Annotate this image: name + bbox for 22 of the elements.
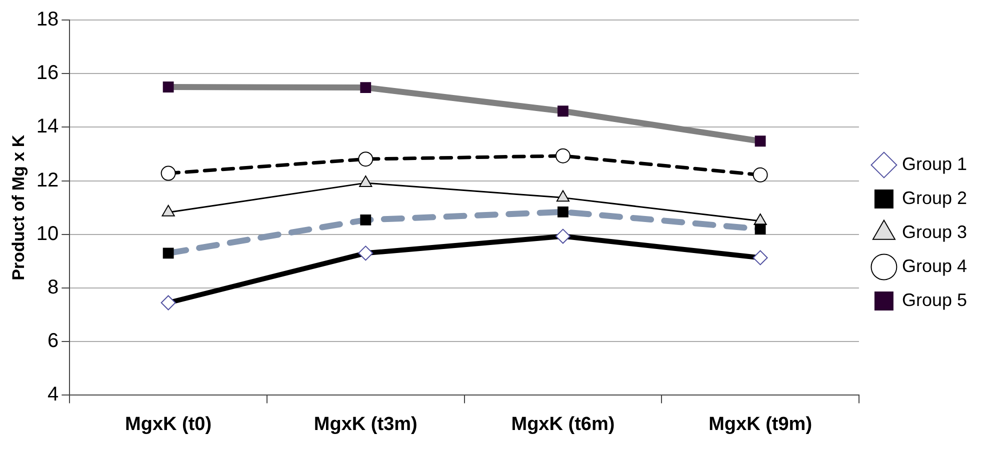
x-tick-label: MgxK (t6m) bbox=[511, 414, 615, 435]
y-tick-label: 16 bbox=[36, 62, 59, 84]
point bbox=[358, 152, 374, 167]
point bbox=[555, 148, 570, 164]
x-tick-label: MgxK (t9m) bbox=[708, 414, 812, 435]
legend-label: Group 2 bbox=[902, 188, 968, 208]
y-axis-title: Product of Mg x K bbox=[8, 134, 28, 280]
y-tick-label: 18 bbox=[36, 8, 59, 31]
legend-label: Group 4 bbox=[902, 256, 968, 276]
y-tick-label: 6 bbox=[48, 330, 59, 352]
legend-label: Group 1 bbox=[902, 154, 968, 174]
legend-label: Group 3 bbox=[902, 222, 968, 242]
y-tick-label: 14 bbox=[36, 116, 59, 138]
legend-label: Group 5 bbox=[902, 290, 968, 310]
point bbox=[752, 167, 768, 182]
x-tick-label: MgxK (t3m) bbox=[314, 414, 418, 435]
x-tick-label: MgxK (t0) bbox=[125, 414, 212, 435]
y-tick-label: 10 bbox=[36, 222, 59, 245]
y-tick-label: 4 bbox=[48, 384, 59, 406]
point bbox=[160, 166, 176, 181]
y-tick-label: 8 bbox=[48, 276, 59, 299]
y-tick-label: 12 bbox=[36, 169, 59, 192]
